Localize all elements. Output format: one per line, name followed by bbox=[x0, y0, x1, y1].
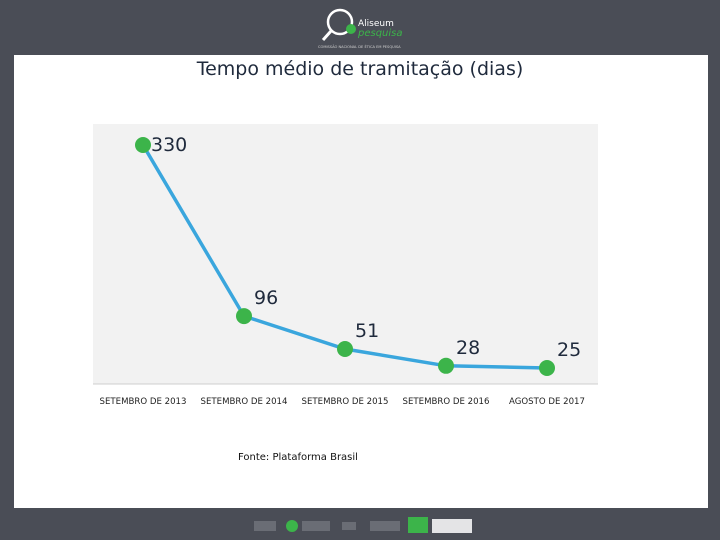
source-note: Fonte: Plataforma Brasil bbox=[238, 452, 358, 463]
plot-area bbox=[93, 124, 598, 384]
data-point bbox=[236, 308, 252, 325]
partner-logos-icon bbox=[254, 517, 472, 533]
logo-text: Aliseum bbox=[358, 19, 394, 29]
data-label: 96 bbox=[254, 287, 278, 309]
data-point bbox=[337, 340, 353, 357]
x-tick-label: AGOSTO DE 2017 bbox=[509, 397, 585, 407]
data-point bbox=[438, 357, 454, 374]
footer-bar bbox=[0, 508, 720, 540]
chart-title: Tempo médio de tramitação (dias) bbox=[196, 58, 524, 80]
x-tick-label: SETEMBRO DE 2015 bbox=[302, 397, 389, 407]
x-tick-label: SETEMBRO DE 2016 bbox=[403, 397, 490, 407]
series-line bbox=[141, 144, 548, 370]
data-label: 51 bbox=[355, 320, 379, 342]
data-label: 330 bbox=[151, 134, 187, 156]
data-label: 28 bbox=[456, 337, 480, 359]
svg-text:COMISSÃO NACIONAL DE ÉTICA EM: COMISSÃO NACIONAL DE ÉTICA EM PESQUISA bbox=[318, 44, 401, 49]
x-tick-label: SETEMBRO DE 2014 bbox=[201, 397, 288, 407]
data-point bbox=[135, 137, 151, 153]
data-label: 25 bbox=[557, 339, 581, 361]
aliseum-logo-icon: Aliseum pesquisa COMISSÃO NACIONAL DE ÉT… bbox=[318, 8, 403, 49]
x-tick-label: SETEMBRO DE 2013 bbox=[100, 397, 187, 407]
data-point bbox=[539, 360, 555, 376]
svg-text:pesquisa: pesquisa bbox=[357, 28, 403, 39]
